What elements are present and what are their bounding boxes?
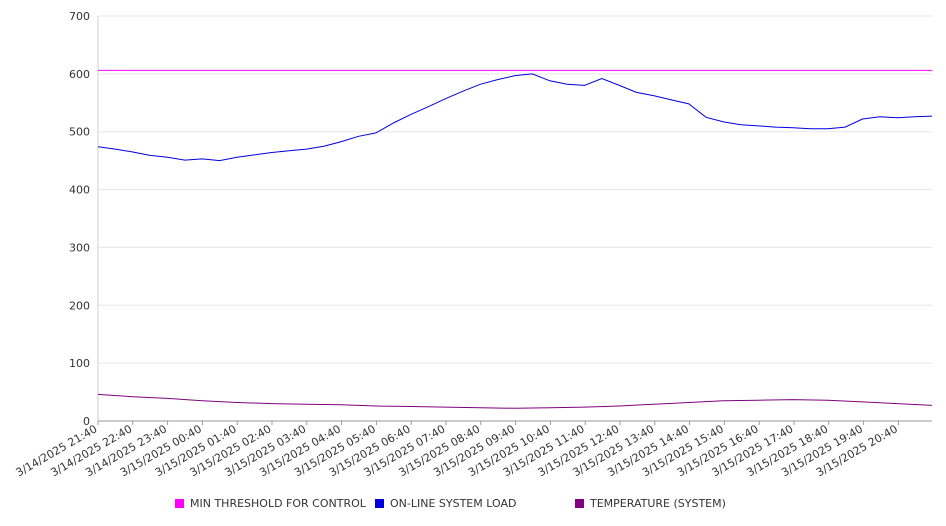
y-tick-label: 500 — [69, 126, 90, 139]
y-tick-label: 400 — [69, 184, 90, 197]
y-tick-label: 0 — [83, 415, 90, 428]
series-layer — [97, 69, 933, 409]
legend-swatch-system-load — [375, 499, 384, 508]
y-tick-label: 200 — [69, 299, 90, 312]
y-tick-labels: 0 100 200 300 400 500 600 700 — [69, 10, 90, 428]
gridlines — [98, 15, 932, 422]
system-load-line — [97, 73, 933, 162]
legend-swatch-min-threshold — [175, 499, 184, 508]
y-tick-label: 600 — [69, 68, 90, 81]
legend-label-system-load: ON-LINE SYSTEM LOAD — [390, 497, 517, 510]
legend-item-temperature[interactable]: TEMPERATURE (SYSTEM) — [575, 497, 726, 510]
axes — [97, 16, 932, 425]
temperature-line — [97, 393, 933, 409]
legend-label-min-threshold: MIN THRESHOLD FOR CONTROL — [190, 497, 366, 510]
legend-item-min-threshold[interactable]: MIN THRESHOLD FOR CONTROL — [175, 497, 366, 510]
legend-item-system-load[interactable]: ON-LINE SYSTEM LOAD — [375, 497, 516, 510]
legend-swatch-temperature — [575, 499, 584, 508]
y-tick-label: 100 — [69, 357, 90, 370]
y-tick-label: 300 — [69, 241, 90, 254]
x-tick-labels: 3/14/2025 21:403/14/2025 22:403/14/2025 … — [14, 422, 900, 479]
legend-label-temperature: TEMPERATURE (SYSTEM) — [590, 497, 726, 510]
legend: MIN THRESHOLD FOR CONTROL ON-LINE SYSTEM… — [0, 497, 946, 517]
y-tick-label: 700 — [69, 10, 90, 23]
